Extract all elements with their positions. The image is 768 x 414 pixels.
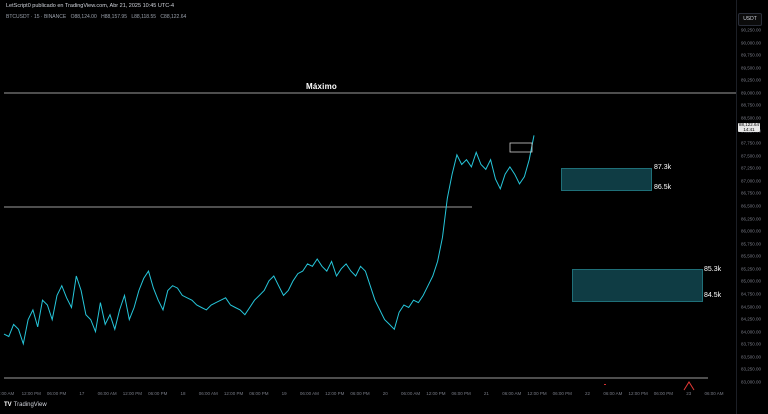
time-axis-tick: 06:00 AM <box>198 391 218 396</box>
time-axis-tick: 06:00 AM <box>704 391 724 396</box>
lower-zone-bottom-label: 84.5k <box>704 292 722 299</box>
time-axis-tick: 12:00 PM <box>325 391 345 396</box>
price-axis-tick: 86,000.00 <box>741 228 762 234</box>
price-axis-tick: 83,250.00 <box>741 366 762 372</box>
price-axis-tick: 90,250.00 <box>741 27 762 33</box>
ohlc-high: H88,157.95 <box>101 14 127 20</box>
time-axis-tick: 12:00 PM <box>628 391 648 396</box>
ohlc-open: O88,124.00 <box>70 14 97 20</box>
price-axis-tick: 86,750.00 <box>741 190 762 196</box>
time-axis-tick: 06:00 AM <box>97 391 117 396</box>
time-axis-tick: 06:00 PM <box>148 391 168 396</box>
time-axis-tick: 06:00 PM <box>653 391 674 396</box>
time-axis-tick: 18 <box>180 391 186 396</box>
upper-zone[interactable] <box>561 168 652 191</box>
time-axis-tick: 19 <box>281 391 287 396</box>
upper-zone-bottom-label: 86.5k <box>654 184 672 191</box>
lower-zone-top-label: 85.3k <box>704 266 722 273</box>
alert-caret-icon[interactable] <box>683 381 695 391</box>
price-axis-tick: 83,750.00 <box>741 341 762 347</box>
price-axis-tick: 84,500.00 <box>741 304 762 310</box>
price-axis-tick: 84,750.00 <box>741 291 762 297</box>
price-axis-divider <box>736 0 737 414</box>
bar-countdown: 14:41 <box>743 126 755 132</box>
price-axis-tick: 89,250.00 <box>741 77 762 83</box>
time-axis-tick: 06:00 PM <box>350 391 370 396</box>
time-axis-tick: 21 <box>483 391 489 396</box>
current-price: 88,122.64 <box>738 122 760 127</box>
price-series-line <box>3 135 535 346</box>
event-marker-icon <box>604 384 606 385</box>
price-axis-tick: 87,000.00 <box>741 178 762 184</box>
time-axis-tick: 23 <box>686 391 692 396</box>
time-axis-tick: 12:00 PM <box>527 391 547 396</box>
price-axis-tick: 89,000.00 <box>741 90 762 96</box>
current-price-tag: 88,122.64 14:41 <box>738 122 760 132</box>
time-axis-tick: 06:00 PM <box>552 391 572 396</box>
price-axis-tick: 87,250.00 <box>741 165 762 171</box>
price-axis-tick: 88,750.00 <box>741 102 762 108</box>
price-axis-tick: 87,500.00 <box>741 153 762 159</box>
currency-button[interactable]: USDT <box>738 13 762 26</box>
tradingview-logo-icon: TV <box>4 402 12 408</box>
price-axis-tick: 85,250.00 <box>741 266 762 272</box>
upper-zone-top-label: 87.3k <box>654 164 672 171</box>
time-axis-tick: 06:00 PM <box>249 391 269 396</box>
price-axis-tick: 86,500.00 <box>741 203 762 209</box>
time-axis-tick: 06:00 AM <box>401 391 421 396</box>
price-axis-tick: 87,750.00 <box>741 140 762 146</box>
price-axis-tick: 84,250.00 <box>741 316 762 322</box>
price-axis-tick: 85,500.00 <box>741 253 762 259</box>
time-axis-tick: 17 <box>79 391 85 396</box>
price-axis-tick: 88,500.00 <box>741 115 762 121</box>
time-axis-tick: 06:00 AM <box>299 391 319 396</box>
ohlc-low: L88,118.55 <box>131 14 157 20</box>
tradingview-logo-text: TradingView <box>13 402 47 408</box>
symbol-info: BTCUSDT · 15 · BINANCE O88,124.00 H88,15… <box>6 14 189 20</box>
symbol-label[interactable]: BTCUSDT · 15 · BINANCE <box>6 14 67 20</box>
time-axis-tick: 06:00 PM <box>46 391 67 396</box>
price-axis-tick: 89,750.00 <box>741 52 762 58</box>
time-axis-tick: 22 <box>585 391 591 396</box>
lower-zone[interactable] <box>572 269 703 302</box>
time-axis-tick: 12:00 PM <box>122 391 143 396</box>
time-axis-tick: 06:00 AM <box>603 391 623 396</box>
price-axis-tick: 83,500.00 <box>741 354 762 360</box>
time-axis-tick: 12:00 PM <box>223 391 244 396</box>
time-axis-tick: 12:00 PM <box>426 391 446 396</box>
tradingview-logo: TV TradingView <box>4 402 47 408</box>
time-axis-tick: 20 <box>382 391 388 396</box>
price-axis-tick: 86,250.00 <box>741 216 762 222</box>
range-box[interactable] <box>509 142 533 153</box>
publisher-line: LetScript0 publicado en TradingView.com,… <box>6 3 175 9</box>
time-axis-tick: 06:00 PM <box>451 391 471 396</box>
max-line-label: Máximo <box>306 82 337 91</box>
price-axis-tick: 85,000.00 <box>741 278 762 284</box>
time-axis-tick: 06:00 AM <box>502 391 522 396</box>
ohlc-close: C88,122.64 <box>160 14 187 20</box>
price-axis-tick: 89,500.00 <box>741 65 762 71</box>
time-axis-tick: 12:00 PM <box>21 391 41 396</box>
price-axis-tick: 84,000.00 <box>741 329 762 335</box>
price-axis-tick: 83,000.00 <box>741 379 762 385</box>
price-axis-tick: 90,000.00 <box>741 40 762 46</box>
time-axis-tick: 6:00 AM <box>0 391 15 396</box>
price-axis-tick: 85,750.00 <box>741 241 762 247</box>
